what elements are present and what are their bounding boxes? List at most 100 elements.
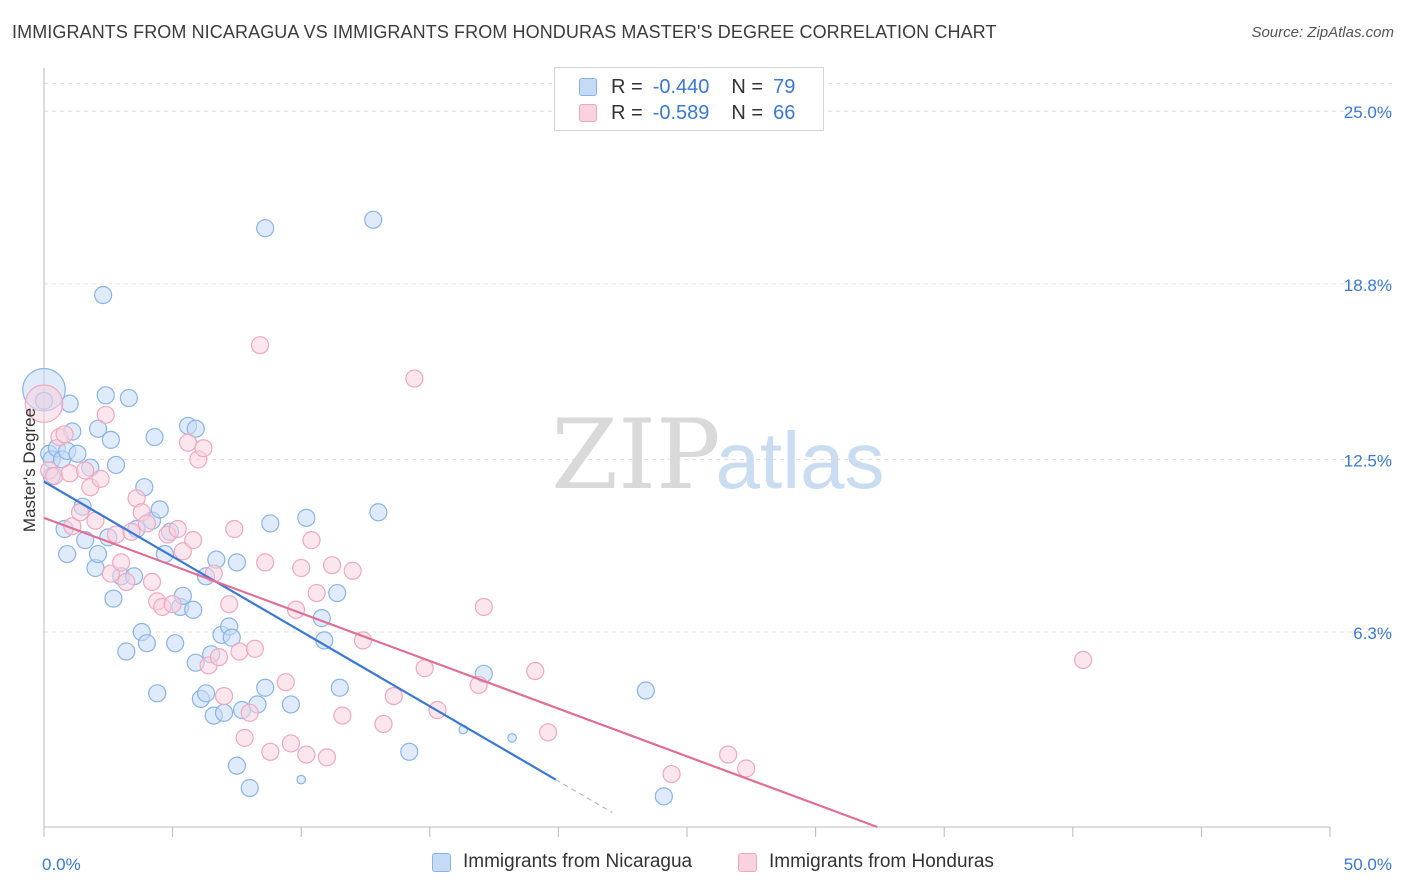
x-tick-label: 50.0% [1344,855,1392,874]
nicaragua-point [330,678,349,697]
honduras-point [45,466,64,486]
nicaragua-point [145,427,164,447]
series-legend-nicaragua: Immigrants from Nicaragua [432,851,692,873]
honduras-point [276,673,295,692]
honduras-point [245,639,265,658]
nicaragua-point [60,394,79,413]
honduras-point [24,384,64,423]
honduras-point [106,525,126,544]
nicaragua-point [256,219,275,238]
nicaragua-point [117,642,136,661]
trend-lines [43,480,878,829]
source-label: Source: ZipAtlas.com [1251,24,1394,41]
honduras-point [55,425,74,444]
honduras-trend-line [43,516,878,829]
nicaragua-point [119,388,138,408]
nicaragua-point [654,787,673,806]
honduras-point [343,561,362,580]
nicaragua-point [150,500,169,519]
watermark-zip: ZIP [551,399,720,511]
honduras-point [384,686,403,706]
series-swatch-honduras [738,852,757,872]
legend-n-label: N = [731,101,764,124]
honduras-point [261,742,280,761]
legend-n-value: 79 [773,75,796,98]
nicaragua-trend-extension [555,779,613,814]
y-axis-label: Master's Degree [20,407,39,533]
honduras-point [96,405,115,424]
honduras-point [235,728,254,747]
legend-swatch-nicaragua [579,78,597,96]
honduras-point [178,433,198,452]
nicaragua-point [214,703,234,722]
honduras-point [297,745,316,764]
honduras-point [250,336,270,355]
honduras-point [256,553,275,572]
legend-r-value: -0.589 [652,101,710,124]
honduras-point [117,572,136,592]
nicaragua-point [88,419,108,438]
nicaragua-point [106,455,126,475]
honduras-point [281,734,301,753]
y-tick-label: 12.5% [1344,451,1392,470]
nicaragua-point [281,695,301,714]
nicaragua-point [222,628,241,647]
nicaragua-point [364,210,383,229]
nicaragua-point [261,514,280,533]
x-tick-label: 0.0% [42,855,81,874]
legend-r-label: R = [611,75,643,98]
honduras-point [1073,650,1093,669]
chart-title: IMMIGRANTS FROM NICARAGUA VS IMMIGRANTS … [12,22,997,42]
nicaragua-point [104,589,123,608]
nicaragua-point [297,508,316,527]
nicaragua-point [166,634,185,653]
honduras-point [526,661,545,681]
watermark: ZIP atlas [551,399,884,511]
honduras-point [240,703,259,722]
nicaragua-point [636,681,655,700]
legend-r-label: R = [611,101,643,124]
nicaragua-point [400,742,419,761]
nicaragua-trend-line [43,480,557,781]
honduras-point [317,748,337,767]
honduras-point [230,642,249,661]
series-swatch-nicaragua [432,852,451,872]
nicaragua-point [196,684,216,703]
legend-n-value: 66 [773,101,796,124]
series-label-honduras: Immigrants from Honduras [769,851,994,872]
honduras-point [60,464,79,483]
nicaragua-point [94,285,113,305]
legend-row-honduras: R = -0.589 N = 66 [579,100,795,126]
honduras-point [302,531,321,550]
honduras-point [322,556,342,575]
honduras-point [168,519,187,539]
watermark-atlas: atlas [716,416,885,505]
nicaragua-point [58,544,77,564]
nicaragua-point [68,444,87,463]
gridlines [44,82,1392,633]
honduras-point [662,764,681,784]
legend-row-nicaragua: R = -0.440 N = 79 [579,74,795,100]
y-tick-label: 25.0% [1344,103,1392,122]
legend-n-label: N = [731,75,764,98]
nicaragua-point [101,430,120,449]
nicaragua-point [240,778,259,798]
honduras-point [142,572,162,592]
honduras-point [137,514,156,533]
honduras-point [220,595,239,614]
nicaragua-point [296,774,307,785]
y-tick-label: 18.8% [1344,276,1392,295]
honduras-point [474,597,493,617]
honduras-point [163,595,182,614]
nicaragua-point [369,503,388,522]
honduras-point [719,745,738,764]
honduras-point [209,648,228,667]
honduras-point [194,439,213,458]
legend-r-value: -0.440 [652,75,710,98]
nicaragua-point [88,544,108,564]
nicaragua-point [137,634,156,653]
nicaragua-point [507,733,517,743]
honduras-point [91,469,110,488]
series-label-nicaragua: Immigrants from Nicaragua [463,851,693,872]
honduras-point [405,369,424,388]
